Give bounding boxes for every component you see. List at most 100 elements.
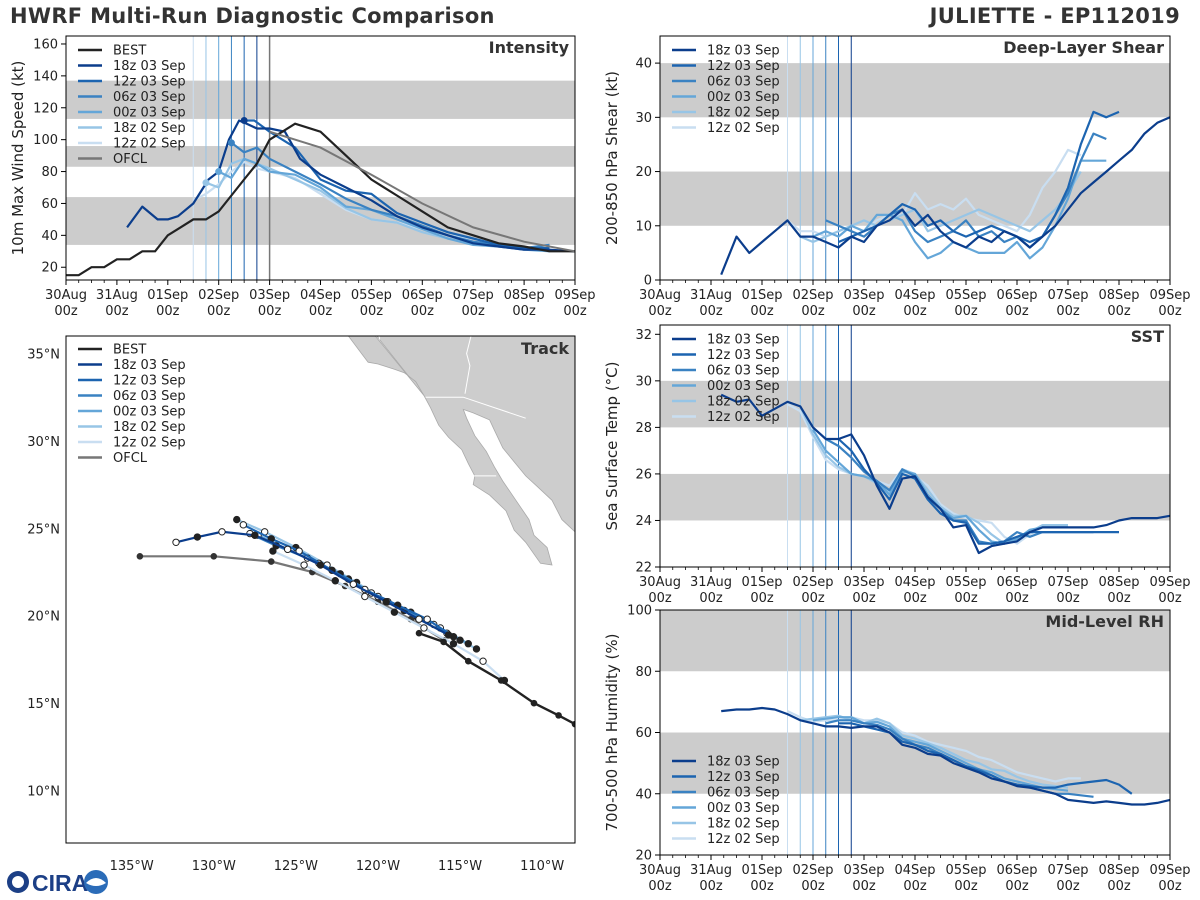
legend-label: 18z 03 Sep bbox=[707, 755, 780, 770]
cira-logo-mark: CIRA bbox=[7, 870, 108, 896]
y-tick-label: 40 bbox=[41, 229, 58, 244]
x-tick-label: 00z bbox=[1056, 591, 1080, 606]
track-point bbox=[456, 636, 464, 644]
panel-title: SST bbox=[1131, 327, 1164, 346]
track-point bbox=[269, 547, 277, 555]
best-track-point bbox=[440, 638, 447, 646]
x-tick-label: 00z bbox=[1158, 304, 1182, 319]
x-tick-label: 00z bbox=[1158, 879, 1182, 894]
legend-label: 18z 03 Sep bbox=[707, 44, 780, 59]
legend-label: 18z 03 Sep bbox=[113, 59, 186, 74]
x-tick-label: 09Sep bbox=[554, 288, 595, 303]
best-track-point bbox=[530, 699, 538, 707]
x-tick-label: 05Sep bbox=[351, 288, 392, 303]
legend-label: 00z 03 Sep bbox=[707, 90, 780, 105]
x-tick-label: 00z bbox=[1056, 879, 1080, 894]
legend-label: 00z 03 Sep bbox=[707, 801, 780, 816]
x-tick-label: 00z bbox=[1005, 591, 1029, 606]
x-tick-label: 00z bbox=[105, 304, 129, 319]
y-axis-label: 10m Max Wind Speed (kt) bbox=[9, 61, 27, 256]
x-tick-label: 00z bbox=[852, 304, 876, 319]
legend-label: 00z 03 Sep bbox=[707, 379, 780, 394]
y-axis-label: Sea Surface Temp (°C) bbox=[603, 361, 621, 530]
y-tick-label: 30 bbox=[635, 111, 652, 126]
track-point bbox=[449, 639, 458, 648]
y-tick-label: 140 bbox=[33, 69, 58, 84]
x-tick-label: 00z bbox=[1107, 304, 1131, 319]
x-tick-label: 31Aug bbox=[96, 288, 138, 303]
legend-label: 12z 03 Sep bbox=[707, 59, 780, 74]
series-line-18z-03-sep bbox=[721, 706, 1171, 806]
legend-label: 12z 02 Sep bbox=[707, 410, 780, 425]
legend-label: 18z 03 Sep bbox=[113, 358, 186, 373]
y-tick-label: 32 bbox=[635, 328, 652, 343]
x-tick-label: 30Aug bbox=[639, 863, 681, 878]
land-california-coast bbox=[347, 336, 425, 396]
x-tick-label: 07Sep bbox=[453, 288, 494, 303]
track-point bbox=[464, 639, 472, 648]
panel-shear: 01020304030Aug00z31Aug00z01Sep00z02Sep00… bbox=[603, 35, 1191, 319]
x-tick-label: 00z bbox=[750, 879, 774, 894]
x-tick-label: 06Sep bbox=[996, 575, 1037, 590]
legend-label: 18z 03 Sep bbox=[707, 333, 780, 348]
x-tick-label: 02Sep bbox=[792, 575, 833, 590]
y-tick-label: 60 bbox=[41, 197, 58, 212]
x-tick-label: 03Sep bbox=[843, 288, 884, 303]
y-tick-label: 20 bbox=[41, 261, 58, 276]
legend-label: 06z 03 Sep bbox=[113, 90, 186, 105]
track-point bbox=[472, 645, 481, 653]
legend-label: 18z 02 Sep bbox=[113, 121, 186, 136]
legend-label: BEST bbox=[113, 343, 146, 358]
track-point bbox=[251, 531, 259, 540]
y-axis-label: 700-500 hPa Humidity (%) bbox=[603, 633, 621, 831]
land-mainland bbox=[376, 336, 575, 566]
track-point bbox=[316, 561, 325, 569]
legend-label: 12z 03 Sep bbox=[707, 348, 780, 363]
series-line-12z-03-sep bbox=[837, 438, 1119, 545]
x-tick-label: 00z bbox=[699, 591, 723, 606]
legend-label: 12z 03 Sep bbox=[707, 770, 780, 785]
x-tick-label: 00z bbox=[309, 304, 333, 319]
y-tick-label: 20 bbox=[635, 849, 652, 864]
legend-label: 00z 03 Sep bbox=[113, 405, 186, 420]
x-tick-label: 00z bbox=[903, 591, 927, 606]
legend-label: 18z 02 Sep bbox=[707, 106, 780, 121]
track-line-18z-03-sep bbox=[175, 530, 450, 636]
track-point bbox=[331, 577, 339, 585]
track-point bbox=[233, 515, 241, 524]
track-point bbox=[218, 528, 226, 536]
panel-title: Mid-Level RH bbox=[1045, 612, 1164, 631]
x-tick-label: 00z bbox=[699, 304, 723, 319]
series-line-18z-02-sep bbox=[799, 171, 1082, 244]
intensity-band bbox=[66, 80, 575, 119]
x-tick-label: 04Sep bbox=[894, 863, 935, 878]
y-tick-label: 80 bbox=[41, 165, 58, 180]
init-marker bbox=[227, 139, 235, 147]
x-tick-label: 08Sep bbox=[1098, 575, 1139, 590]
x-tick-label: 00z bbox=[648, 879, 672, 894]
legend-label: 00z 03 Sep bbox=[113, 106, 186, 121]
track-point bbox=[239, 521, 248, 529]
best-track-line bbox=[66, 122, 575, 277]
x-tick-label: 00z bbox=[563, 304, 587, 319]
legend-label: 12z 02 Sep bbox=[113, 137, 186, 152]
cira-logo: CIRA bbox=[4, 868, 114, 896]
x-tick-label: 09Sep bbox=[1149, 288, 1190, 303]
x-tick-label: 00z bbox=[852, 591, 876, 606]
x-tick-label: 00z bbox=[648, 591, 672, 606]
lon-tick-label: 125°W bbox=[274, 859, 318, 874]
x-tick-label: 00z bbox=[258, 304, 282, 319]
x-tick-label: 31Aug bbox=[690, 575, 732, 590]
x-tick-label: 00z bbox=[360, 304, 384, 319]
panel-sst: 22242628303230Aug00z31Aug00z01Sep00z02Se… bbox=[603, 324, 1191, 606]
x-tick-label: 00z bbox=[954, 591, 978, 606]
best-track-point bbox=[497, 677, 505, 684]
x-tick-label: 02Sep bbox=[792, 863, 833, 878]
x-tick-label: 04Sep bbox=[894, 575, 935, 590]
x-tick-label: 03Sep bbox=[843, 575, 884, 590]
legend-label: 06z 03 Sep bbox=[707, 75, 780, 90]
x-tick-label: 00z bbox=[750, 591, 774, 606]
x-tick-label: 00z bbox=[1107, 879, 1131, 894]
init-marker bbox=[240, 117, 248, 125]
